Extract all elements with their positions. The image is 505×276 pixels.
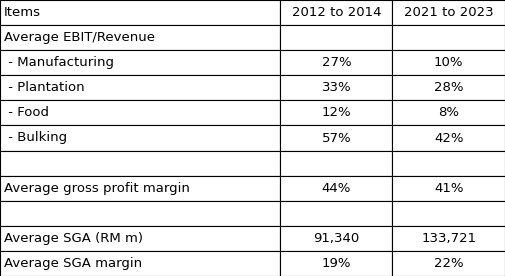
Bar [0,251,280,276]
Text: - Plantation: - Plantation [4,81,85,94]
Text: 57%: 57% [322,131,351,145]
Text: 91,340: 91,340 [313,232,360,245]
Text: - Food: - Food [4,107,49,120]
Bar [0,100,280,126]
Text: 27%: 27% [322,56,351,69]
Text: Average gross profit margin: Average gross profit margin [4,182,190,195]
Bar [0,126,280,150]
Bar [0,50,280,75]
Bar [392,100,505,126]
Text: Average SGA margin: Average SGA margin [4,257,142,270]
Bar [392,251,505,276]
Bar [392,126,505,150]
Text: 33%: 33% [322,81,351,94]
Bar [0,25,280,50]
Text: 133,721: 133,721 [421,232,476,245]
Bar [0,226,280,251]
Text: 10%: 10% [434,56,464,69]
Bar [280,126,392,150]
Bar [280,50,392,75]
Text: - Manufacturing: - Manufacturing [4,56,114,69]
Text: 19%: 19% [322,257,351,270]
Text: 28%: 28% [434,81,464,94]
Bar [392,25,505,50]
Bar [280,75,392,100]
Bar [280,150,392,176]
Bar [280,176,392,201]
Bar [280,0,392,25]
Text: 8%: 8% [438,107,459,120]
Bar [0,75,280,100]
Bar [392,150,505,176]
Bar [392,75,505,100]
Bar [280,201,392,226]
Bar [280,251,392,276]
Text: Average SGA (RM m): Average SGA (RM m) [4,232,143,245]
Text: - Bulking: - Bulking [4,131,67,145]
Bar [0,0,280,25]
Text: 22%: 22% [434,257,464,270]
Text: Items: Items [4,6,41,19]
Bar [0,176,280,201]
Bar [392,176,505,201]
Text: 42%: 42% [434,131,464,145]
Bar [392,0,505,25]
Text: Average EBIT/Revenue: Average EBIT/Revenue [4,31,155,44]
Bar [392,226,505,251]
Bar [280,25,392,50]
Text: 41%: 41% [434,182,464,195]
Bar [392,201,505,226]
Text: 2021 to 2023: 2021 to 2023 [404,6,493,19]
Bar [280,100,392,126]
Text: 2012 to 2014: 2012 to 2014 [291,6,381,19]
Text: 12%: 12% [322,107,351,120]
Bar [392,50,505,75]
Bar [0,150,280,176]
Text: 44%: 44% [322,182,351,195]
Bar [0,201,280,226]
Bar [280,226,392,251]
